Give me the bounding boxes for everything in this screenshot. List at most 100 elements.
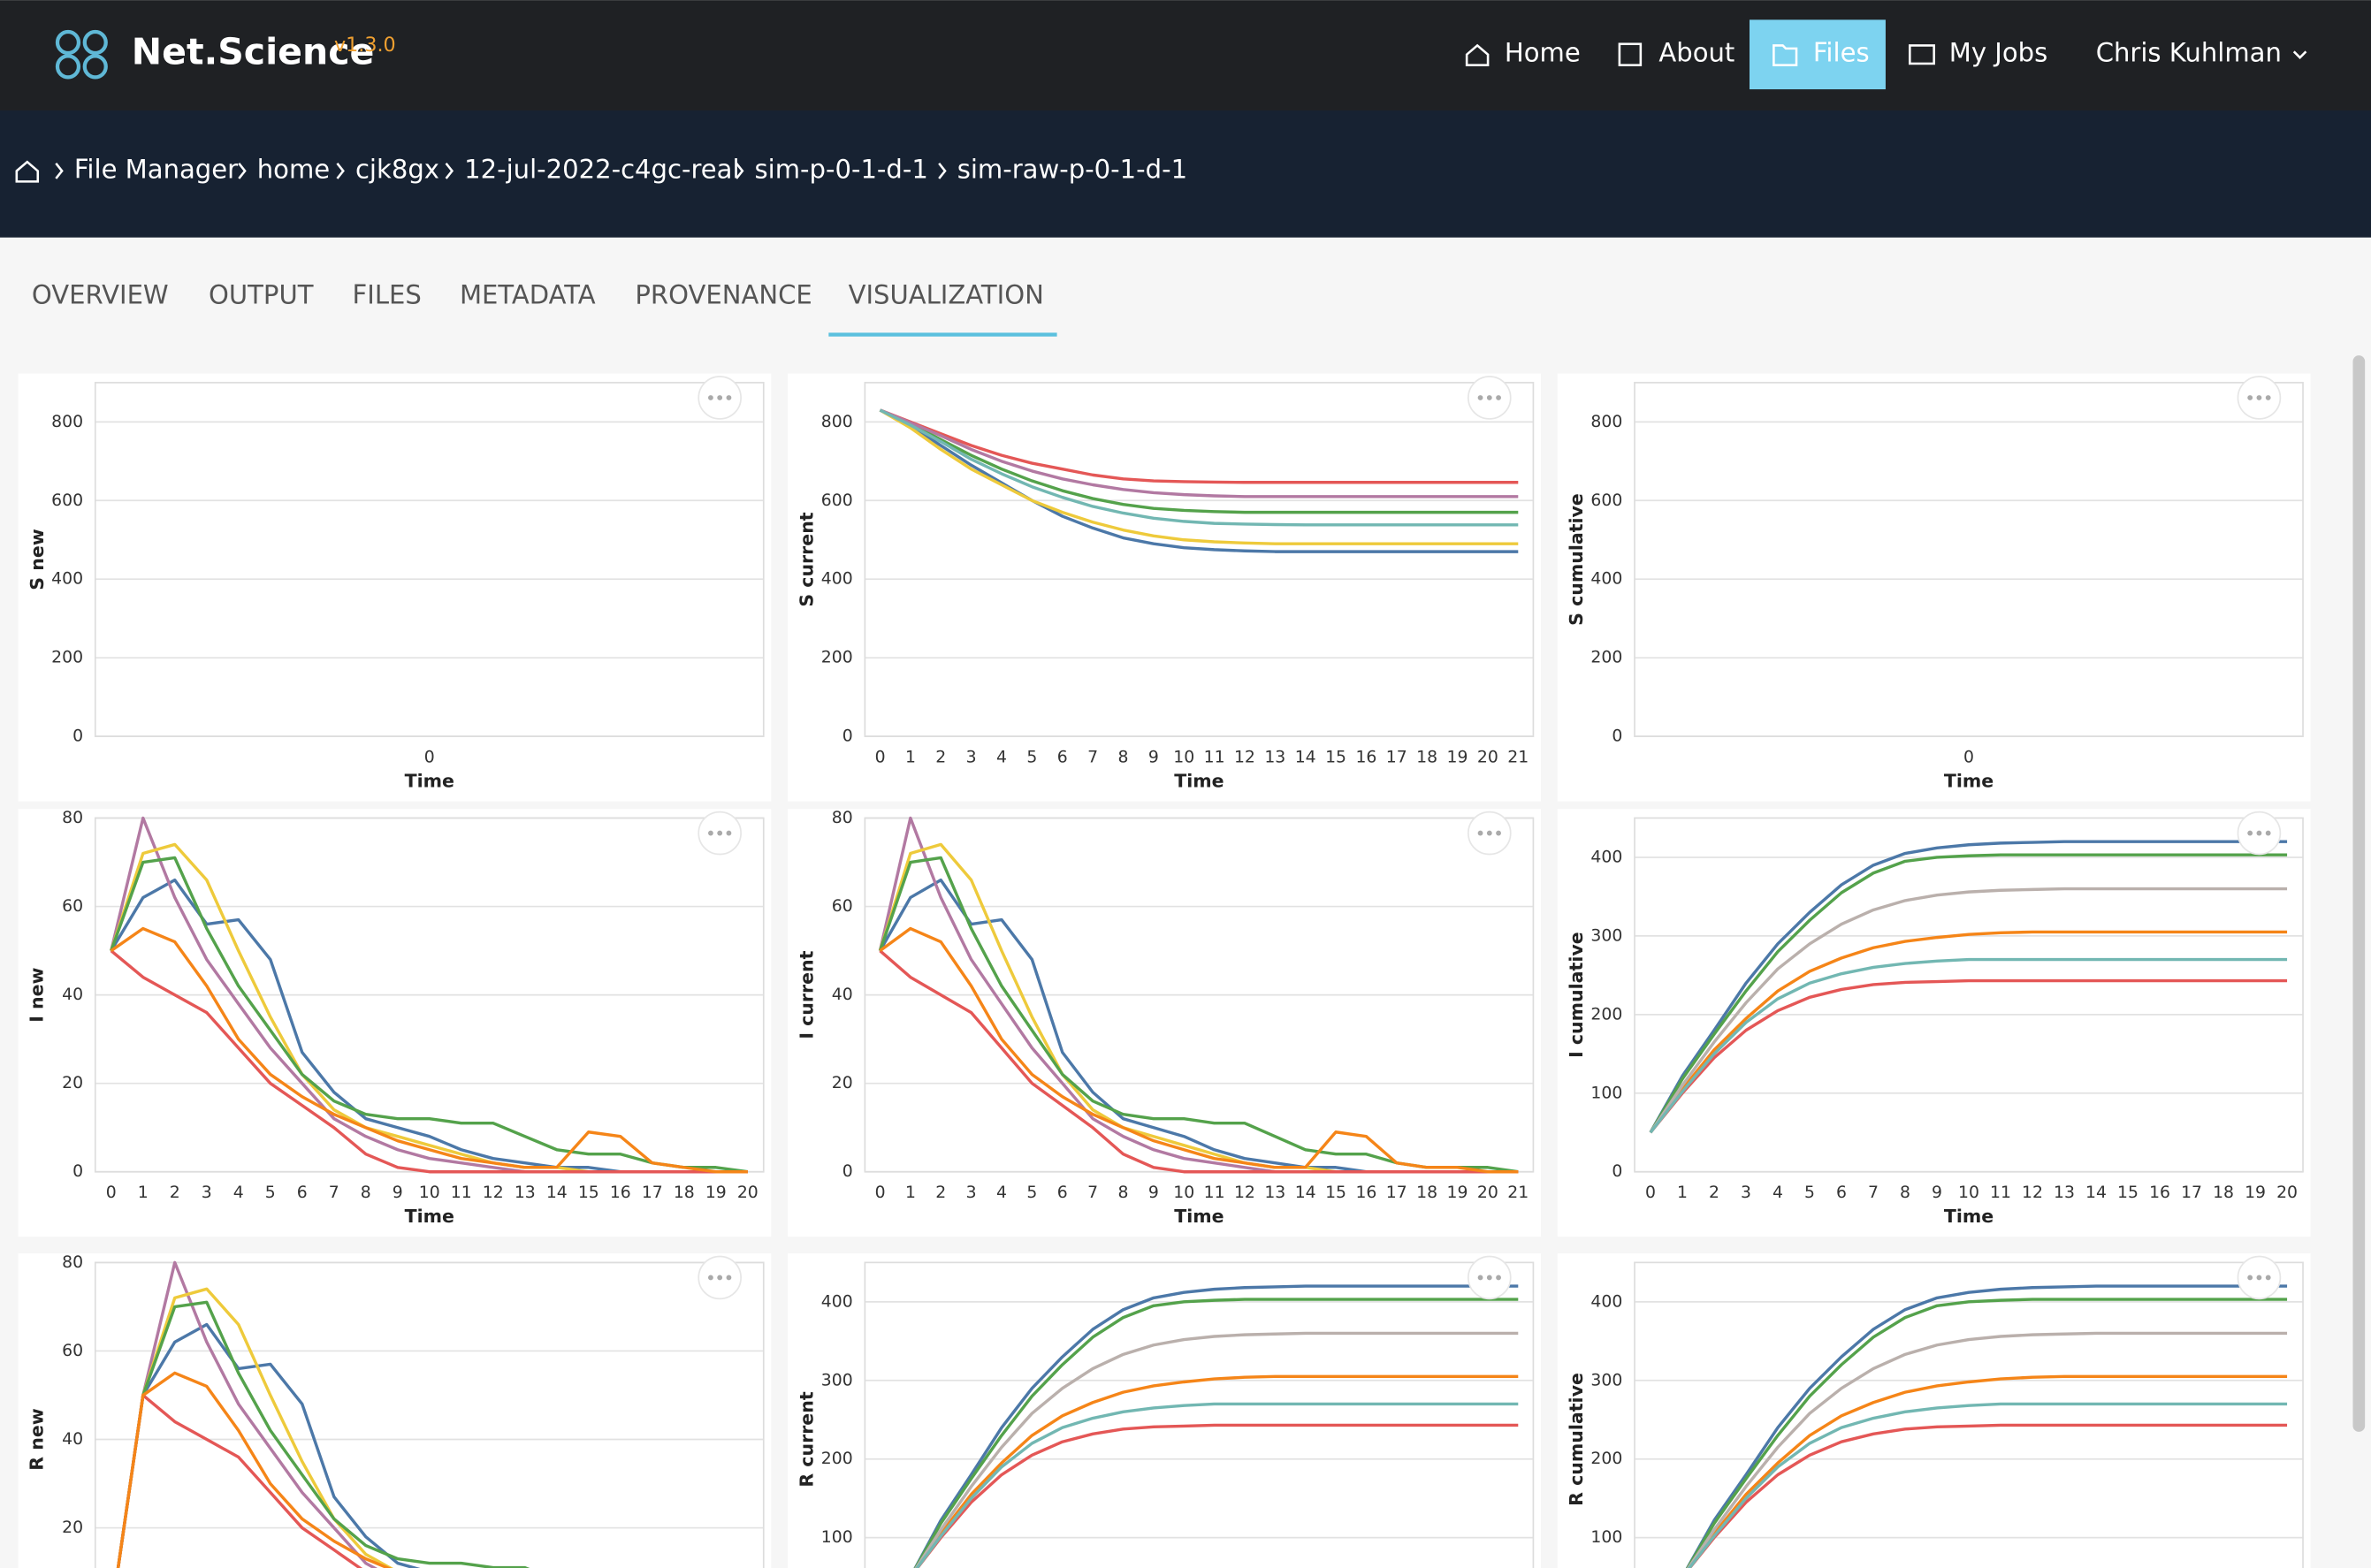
nav-item[interactable]: Home [1505,38,1581,68]
menu-dot [2247,1275,2253,1281]
menu-dot [717,395,723,400]
breadcrumb-item[interactable]: sim-raw-p-0-1-d-1 [957,154,1187,184]
menu-dot [1496,395,1501,400]
tab[interactable]: VISUALIZATION [849,279,1044,309]
nav-item[interactable]: About [1658,38,1734,68]
y-tick-label: 300 [1590,1371,1622,1389]
x-tick-label: 0 [1645,1184,1656,1202]
tab[interactable]: PROVENANCE [635,279,812,309]
nav-item[interactable]: Files [1813,38,1870,68]
y-tick-label: 400 [1590,1292,1622,1311]
series-line [116,1260,378,1568]
x-tick-label: 7 [1868,1184,1879,1202]
plot-frame [864,382,1535,737]
x-tick-label: 5 [1026,749,1037,767]
x-tick-label: 8 [1117,1184,1128,1202]
breadcrumb-item[interactable]: File Manager [74,154,238,184]
x-tick-label: 0 [875,1184,886,1202]
y-tick-label: 800 [51,413,83,431]
files-icon [1773,44,1798,66]
x-tick-label: 11 [1990,1184,2011,1202]
menu-dot [1477,830,1483,836]
chart-panel [18,373,772,802]
x-tick-label: 5 [265,1184,276,1202]
menu-dot [726,830,732,836]
tab[interactable]: FILES [353,279,422,309]
x-tick-label: 3 [966,749,977,767]
x-tick-label: 16 [1355,1184,1376,1202]
series-line [1649,957,2288,1134]
x-axis-label: Time [405,1206,454,1227]
dropdown-caret [2292,50,2307,59]
x-axis-label: Time [1174,770,1224,791]
menu-dot [1486,830,1492,836]
series-line [914,1331,1519,1568]
y-tick-label: 40 [832,986,853,1004]
menu-dot [2265,395,2271,400]
chevron [336,163,345,179]
y-tick-label: 200 [1590,1005,1622,1024]
breadcrumb-home[interactable] [15,160,40,183]
series-line [879,408,1519,545]
x-tick-label: 15 [1325,749,1346,767]
user-menu[interactable]: Chris Kuhlman [2096,38,2282,68]
series-line [879,926,1519,1174]
series-line [913,1284,1519,1568]
x-tick-label: 19 [705,1184,727,1202]
x-tick-label: 21 [1507,749,1529,767]
nav-item[interactable]: My Jobs [1949,38,2047,68]
series-line [914,1374,1519,1568]
tab[interactable]: METADATA [460,279,596,309]
x-tick-label: 13 [515,1184,536,1202]
x-tick-label: 17 [1386,749,1407,767]
active-nav-bg [1750,19,1886,90]
x-tick-label: 7 [1087,749,1098,767]
active-tab-underline [828,332,1057,337]
plot-frame [94,1261,765,1568]
y-tick-label: 20 [62,1519,83,1537]
x-tick-label: 10 [419,1184,440,1202]
y-tick-label: 20 [832,1074,853,1092]
x-tick-label: 0 [106,1184,117,1202]
menu-dot [2247,830,2253,836]
x-tick-label: 1 [138,1184,149,1202]
x-tick-label: 8 [1900,1184,1910,1202]
y-tick-label: 300 [1590,926,1622,945]
y-tick-label: 400 [1590,570,1622,589]
x-tick-label: 15 [578,1184,599,1202]
tab[interactable]: OVERVIEW [32,279,169,309]
x-tick-label: 11 [1204,1184,1225,1202]
x-tick-label: 19 [1447,749,1468,767]
series-line [110,926,748,1174]
y-tick-label: 600 [821,491,853,510]
x-tick-label: 18 [1416,749,1437,767]
series-line [915,1402,1519,1568]
plot-frame [864,1261,1535,1568]
series-line [879,408,1519,527]
breadcrumb-item[interactable]: cjk8gx [355,154,439,184]
chart-panel [18,1253,772,1568]
x-tick-label: 12 [483,1184,504,1202]
x-tick-label: 20 [1477,1184,1498,1202]
menu-dot [2256,395,2262,400]
x-tick-label: 20 [1477,749,1498,767]
y-tick-label: 200 [821,1450,853,1468]
x-tick-label: 14 [1295,749,1316,767]
y-axis-label: I new [27,967,48,1022]
breadcrumb-item[interactable]: home [257,154,330,184]
series-line [1649,978,2288,1134]
plot-frame [1634,1261,2304,1568]
brand[interactable]: Net.Science [132,31,375,73]
x-tick-label: 5 [1804,1184,1815,1202]
plot-frame [1634,817,2304,1173]
y-tick-label: 0 [72,727,83,746]
top-bar [0,0,2371,110]
tab[interactable]: OUTPUT [209,279,314,309]
x-tick-label: 8 [361,1184,371,1202]
scrollbar[interactable] [2352,355,2366,1432]
breadcrumb-item[interactable]: sim-p-0-1-d-1 [755,154,928,184]
menu-dot [1477,395,1483,400]
breadcrumb-item[interactable]: 12-jul-2022-c4gc-real [464,154,739,184]
x-tick-label: 12 [1234,1184,1255,1202]
